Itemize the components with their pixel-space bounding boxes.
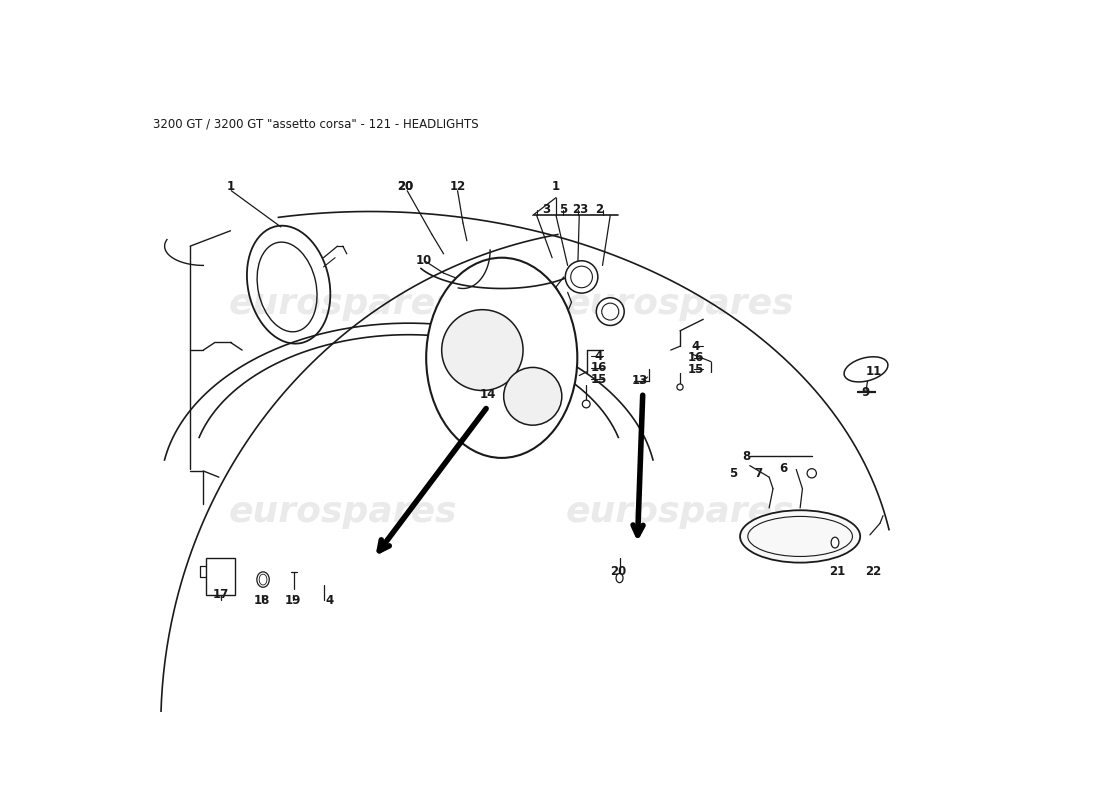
Text: 21: 21 [829,566,846,578]
Text: 20: 20 [397,180,412,194]
Ellipse shape [596,298,624,326]
Text: 4: 4 [692,340,700,353]
Text: eurospares: eurospares [229,494,458,529]
Ellipse shape [740,510,860,562]
Text: eurospares: eurospares [565,287,794,321]
Text: 15: 15 [688,363,704,376]
Text: 14: 14 [480,388,496,402]
Text: 3: 3 [542,203,550,217]
Ellipse shape [832,538,839,548]
Text: 5: 5 [729,467,738,480]
Text: 22: 22 [866,566,882,578]
Ellipse shape [616,574,623,582]
Text: 1: 1 [227,180,234,194]
Text: 5: 5 [559,203,568,217]
Text: 2: 2 [595,203,604,217]
Ellipse shape [257,572,270,587]
Ellipse shape [504,367,562,425]
Text: 4: 4 [594,350,603,362]
Text: 15: 15 [591,373,607,386]
Text: 20: 20 [397,180,412,194]
Text: 7: 7 [755,467,762,480]
Text: 9: 9 [862,386,870,399]
Ellipse shape [807,469,816,478]
Ellipse shape [676,384,683,390]
Text: 19: 19 [284,594,300,607]
Text: 17: 17 [213,589,229,602]
Text: 6: 6 [779,462,788,475]
Ellipse shape [565,261,598,293]
Text: 1: 1 [552,180,560,194]
Text: eurospares: eurospares [229,287,458,321]
Text: 13: 13 [631,374,648,387]
FancyBboxPatch shape [206,558,235,595]
Text: 20: 20 [609,566,626,578]
Text: eurospares: eurospares [565,494,794,529]
Ellipse shape [426,258,578,458]
Text: 3200 GT / 3200 GT "assetto corsa" - 121 - HEADLIGHTS: 3200 GT / 3200 GT "assetto corsa" - 121 … [153,118,478,130]
Text: 4: 4 [326,594,333,607]
Text: 16: 16 [591,362,607,374]
Text: 18: 18 [253,594,270,607]
Text: 8: 8 [742,450,751,463]
Ellipse shape [844,357,888,382]
Text: 23: 23 [572,203,588,217]
Text: 10: 10 [416,254,432,266]
Ellipse shape [442,310,524,390]
Text: 12: 12 [450,180,465,194]
Ellipse shape [582,400,590,408]
Text: 11: 11 [866,365,882,378]
Text: 16: 16 [688,351,704,364]
